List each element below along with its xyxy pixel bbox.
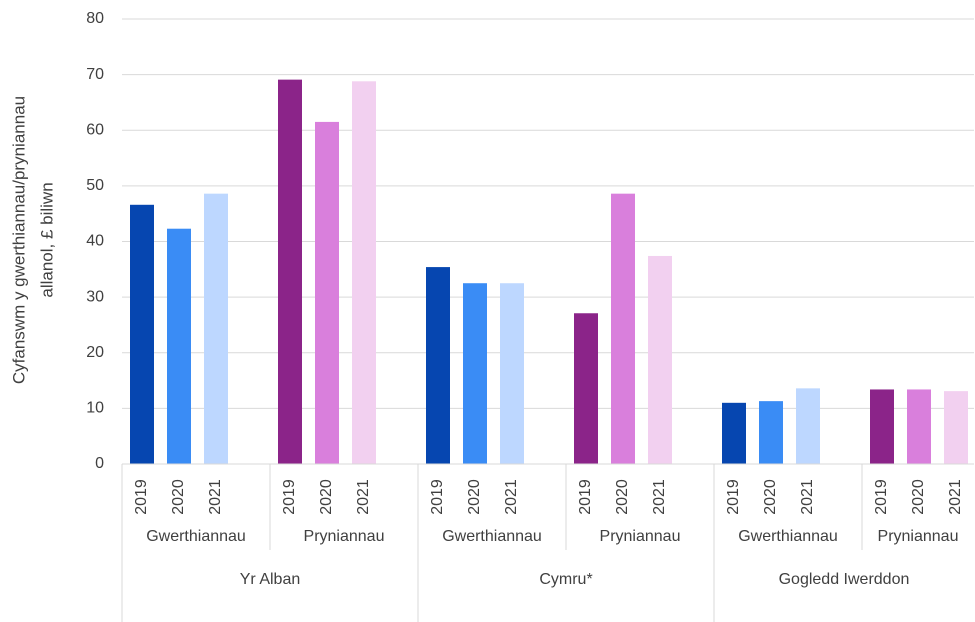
bar — [574, 313, 598, 464]
bar — [907, 389, 931, 464]
y-axis-title: Cyfanswm y gwerthiannau/pryniannau — [9, 96, 28, 384]
x-tick-label: 2020 — [318, 479, 335, 515]
y-tick-label: 30 — [86, 288, 104, 305]
x-tick-label: 2020 — [170, 479, 187, 515]
bar — [648, 255, 672, 464]
bar — [278, 79, 302, 464]
y-tick-label: 0 — [95, 455, 104, 472]
y-tick-label: 80 — [86, 10, 104, 27]
x-tick-label: 2021 — [207, 479, 224, 515]
bar — [759, 401, 783, 464]
x-tick-label: 2019 — [725, 479, 742, 515]
bar — [796, 388, 820, 464]
x-tick-label: 2021 — [651, 479, 668, 515]
group-label: Pryniannau — [304, 528, 385, 545]
y-tick-label: 10 — [86, 400, 104, 417]
group-label: Gwerthiannau — [442, 528, 542, 545]
bar — [611, 193, 635, 464]
y-tick-label: 20 — [86, 344, 104, 361]
bar — [500, 283, 524, 464]
bar — [722, 402, 746, 464]
bar — [315, 121, 339, 464]
region-label: Yr Alban — [240, 571, 300, 588]
x-tick-label: 2021 — [355, 479, 372, 515]
bar — [130, 204, 154, 464]
group-label: Gwerthiannau — [146, 528, 246, 545]
bar — [426, 267, 450, 464]
x-tick-label: 2019 — [281, 479, 298, 515]
group-label: Pryniannau — [600, 528, 681, 545]
x-tick-label: 2019 — [577, 479, 594, 515]
x-tick-label: 2020 — [910, 479, 927, 515]
y-tick-label: 50 — [86, 177, 104, 194]
group-label: Pryniannau — [878, 528, 959, 545]
bar — [870, 389, 894, 464]
y-axis-title: allanol, £ biliwn — [37, 182, 56, 297]
x-tick-label: 2020 — [614, 479, 631, 515]
group-label: Gwerthiannau — [738, 528, 838, 545]
x-tick-label: 2021 — [503, 479, 520, 515]
bar — [944, 391, 968, 464]
bar — [463, 283, 487, 464]
x-tick-label: 2019 — [429, 479, 446, 515]
x-tick-label: 2020 — [762, 479, 779, 515]
bar — [352, 81, 376, 465]
region-label: Gogledd Iwerddon — [779, 571, 910, 588]
x-tick-label: 2021 — [947, 479, 964, 515]
x-tick-label: 2020 — [466, 479, 483, 515]
bar — [204, 193, 228, 464]
y-tick-label: 70 — [86, 66, 104, 83]
x-tick-label: 2019 — [133, 479, 150, 515]
y-tick-label: 40 — [86, 233, 104, 250]
x-tick-label: 2019 — [873, 479, 890, 515]
x-tick-label: 2021 — [799, 479, 816, 515]
region-label: Cymru* — [539, 571, 592, 588]
y-tick-label: 60 — [86, 121, 104, 138]
bar — [167, 228, 191, 464]
